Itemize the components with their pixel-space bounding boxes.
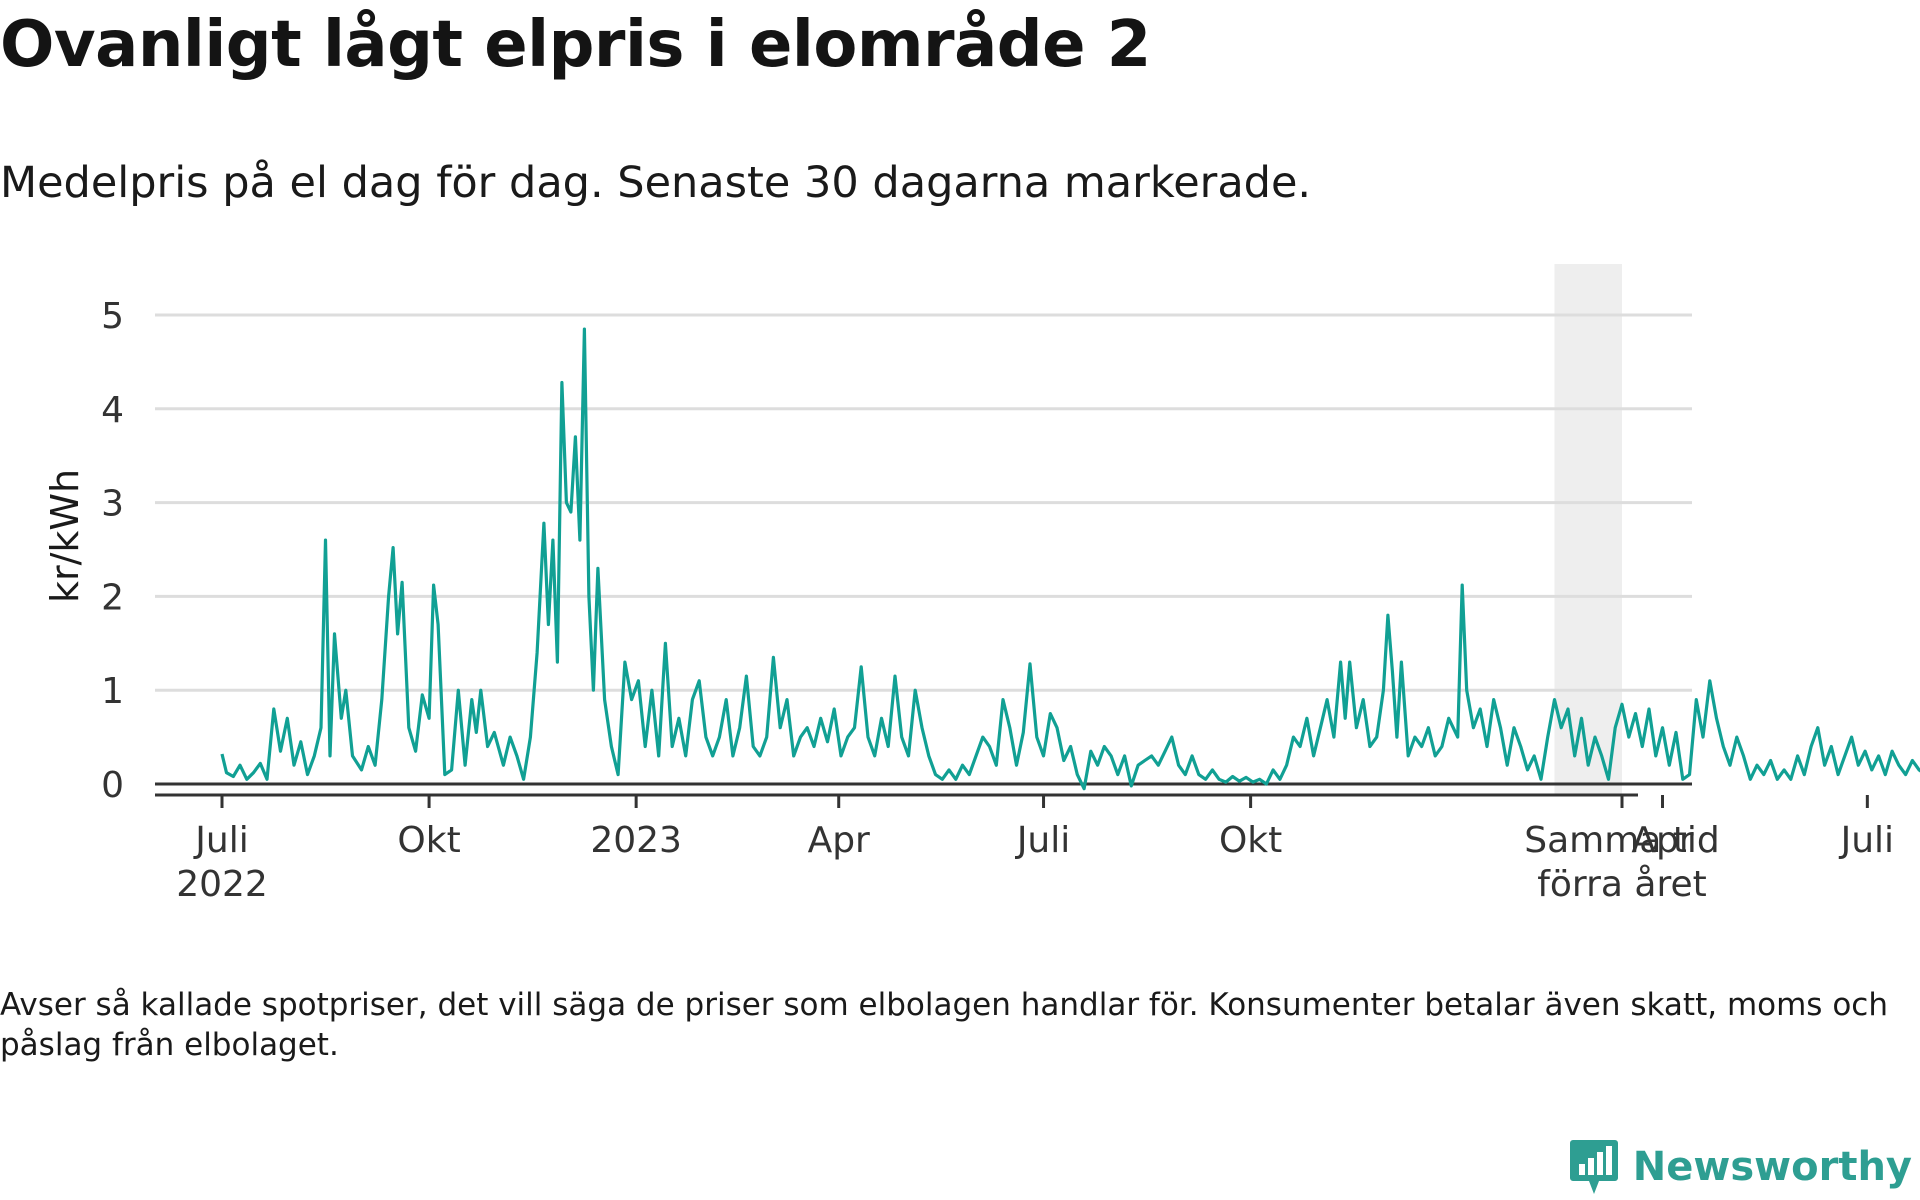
y-tick-label-1: 1 <box>101 671 124 712</box>
x-tick-label-8: Juli <box>1839 820 1894 861</box>
grid-lines <box>155 313 1692 786</box>
y-tick-label-4: 4 <box>101 390 124 431</box>
x-tick-label-4: Apr <box>808 820 870 861</box>
y-tick-label-3: 3 <box>101 484 124 525</box>
y-axis-label: kr/kWh <box>43 469 87 603</box>
chart-subtitle: Medelpris på el dag för dag. Senaste 30 … <box>0 158 1312 208</box>
y-tick-label-5: 5 <box>101 296 124 337</box>
highlight-band-1 <box>1554 264 1622 794</box>
x-tick-sublabel-1: 2022 <box>176 864 268 905</box>
x-tick-label-1: Juli <box>193 820 248 861</box>
band-label-1: Samma tid <box>1524 820 1720 861</box>
highlight-bands <box>1554 264 1622 794</box>
x-tick-label-5: Juli <box>1015 820 1070 861</box>
x-tick-label-2: Okt <box>397 820 460 861</box>
x-tick-label-7: Apr <box>1631 820 1693 861</box>
newsworthy-bar-chart-logo-icon <box>1569 1140 1618 1194</box>
y-tick-label-0: 0 <box>101 765 124 806</box>
x-tick-labels: Juli2022Okt2023AprJuliOktAprJuliI dag <box>176 820 1894 905</box>
brand-name: Newsworthy <box>1632 1144 1912 1190</box>
y-tick-label-2: 2 <box>101 577 124 618</box>
brand-logo: Newsworthy <box>1569 1138 1912 1196</box>
footnote: Avser så kallade spotpriser, det vill sä… <box>0 987 1888 1063</box>
price-line <box>220 327 1920 791</box>
x-tick-label-6: Okt <box>1219 820 1282 861</box>
series-line-1 <box>220 327 1920 791</box>
x-tick-label-3: 2023 <box>590 820 682 861</box>
chart-title: Ovanligt lågt elpris i elområde 2 <box>0 8 1151 82</box>
x-axis <box>155 793 1869 808</box>
y-tick-labels: 0 1 2 3 4 5 <box>101 296 124 806</box>
band-sublabel-1: förra året <box>1537 864 1707 905</box>
